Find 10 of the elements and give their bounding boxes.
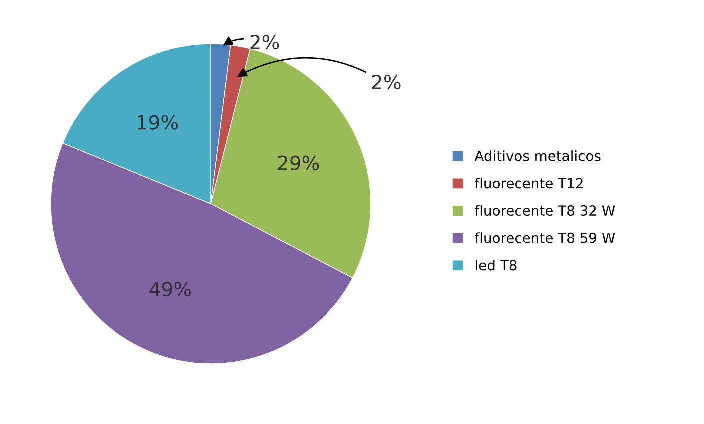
data-label: 2%	[372, 74, 401, 90]
legend-label: Aditivos metalicos	[474, 150, 601, 162]
data-label: 29%	[278, 156, 320, 171]
data-label: 49%	[150, 282, 192, 297]
legend-label: led T8	[476, 260, 517, 271]
data-label: 2%	[250, 34, 280, 50]
data-label: 19%	[138, 115, 178, 130]
legend-label: fluorecente T12	[475, 178, 583, 189]
legend-label: fluorecente T8 59 W	[475, 232, 616, 244]
legend-label: fluorecente T8 32 W	[475, 205, 616, 216]
